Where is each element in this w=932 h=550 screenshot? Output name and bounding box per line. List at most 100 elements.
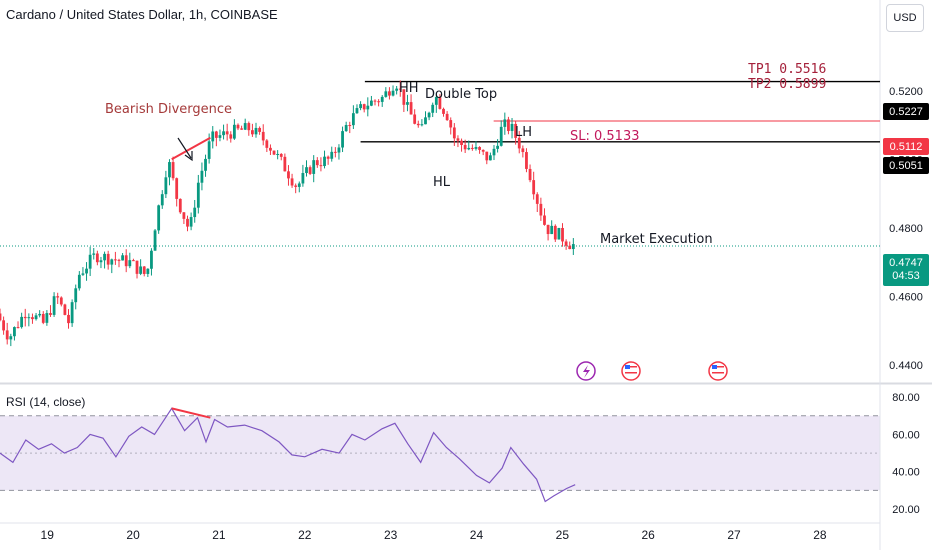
candle-body [568, 245, 572, 250]
annotation-market-execution: Market Execution [600, 232, 713, 247]
flag-stripe [712, 366, 724, 368]
chart-title: Cardano / United States Dollar, 1h, COIN… [6, 7, 278, 22]
candle-body [77, 274, 81, 289]
candle-body [406, 102, 409, 105]
us-flag-event-icon [708, 361, 728, 381]
candle-body [514, 123, 518, 138]
rsi-label: RSI (14, close) [6, 395, 86, 409]
price-tick-label: 0.5200 [889, 86, 923, 98]
candle-body [521, 148, 525, 153]
candle-body [561, 227, 564, 242]
candle-body [150, 250, 153, 269]
candle-body [290, 178, 294, 186]
currency-button[interactable]: USD [886, 4, 924, 32]
time-tick-label: 25 [556, 528, 570, 542]
candle-body [445, 113, 449, 121]
candle-body [485, 151, 489, 161]
divergence-arrow [177, 137, 192, 159]
candle-body [38, 313, 42, 316]
candle-body [142, 266, 146, 274]
candle-body [492, 148, 496, 156]
candle-body [351, 113, 355, 126]
rsi-line [0, 407, 576, 503]
candle-body [49, 313, 52, 315]
annotation-hl: HL [433, 175, 451, 190]
candle-body [315, 160, 319, 166]
candle-body [196, 182, 200, 208]
time-tick-label: 23 [384, 528, 398, 542]
candle-body [467, 147, 471, 150]
candle-body [186, 218, 189, 227]
time-tick-label: 22 [298, 528, 312, 542]
price-tick-label: 0.4600 [889, 291, 923, 303]
candle-body [243, 123, 247, 130]
candle-body [370, 100, 373, 106]
tp2-label: TP2 0.5899 [748, 77, 827, 92]
candle-body [211, 131, 215, 142]
candle-body [488, 155, 492, 161]
flag-stripe [625, 375, 637, 377]
candle-body [146, 268, 150, 274]
candle-body [193, 207, 197, 218]
flag-stripe [625, 372, 637, 374]
candle-body [168, 162, 171, 178]
candle-body [308, 167, 312, 174]
time-tick-label: 20 [126, 528, 140, 542]
candle-body [20, 316, 24, 328]
candle-body [416, 123, 420, 126]
price-tick-label: 0.4800 [889, 223, 923, 235]
candle-body [557, 227, 561, 240]
price-tick-label: 0.4400 [889, 360, 923, 372]
time-tick-label: 28 [813, 528, 827, 542]
candle-body [380, 96, 384, 102]
candle-body [2, 320, 6, 331]
time-tick-label: 27 [727, 528, 741, 542]
candle-body [117, 259, 121, 261]
candle-body [99, 260, 103, 263]
candle-body [74, 288, 78, 303]
candle-body [45, 313, 49, 323]
candle-body [85, 268, 88, 274]
candle-body [449, 120, 453, 128]
candle-body [67, 314, 70, 324]
time-tick-label: 19 [41, 528, 55, 542]
annotation-sl: SL: 0.5133 [570, 129, 640, 144]
annotation-bearish-divergence: Bearish Divergence [105, 102, 233, 117]
candle-body [178, 198, 182, 213]
candle-body [254, 127, 258, 135]
candle-body [41, 313, 45, 323]
rsi-tick-label: 20.00 [892, 504, 920, 516]
candle-body [359, 104, 362, 109]
candle-body [420, 124, 424, 126]
candle-body [499, 126, 503, 146]
candle-body [272, 150, 276, 155]
candle-body [265, 140, 269, 148]
candle-body [463, 144, 467, 150]
candle-body [287, 171, 290, 179]
candle-body [413, 114, 417, 124]
candle-body [70, 302, 74, 324]
rsi-tick-label: 80.00 [892, 392, 920, 404]
candle-body [222, 131, 225, 136]
tp1-label: TP1 0.5516 [748, 62, 827, 77]
candle-body [52, 296, 56, 315]
candle-body [481, 149, 485, 152]
stop-price-tag: 0.5112 [883, 138, 929, 155]
candle-body [279, 153, 283, 157]
candle-body [525, 152, 528, 169]
candle-body [171, 162, 175, 179]
lightning-glyph-icon [583, 365, 590, 378]
candle-body [535, 194, 539, 204]
candle-body [312, 160, 316, 174]
candle-body [103, 253, 106, 261]
candle-body [132, 260, 135, 262]
candle-body [59, 297, 63, 305]
flag-stripe [712, 372, 724, 374]
rsi-divergence-line [171, 407, 211, 419]
candle-body [427, 112, 431, 118]
candle-body [297, 183, 301, 187]
annotation-double-top: Double Top [425, 87, 498, 102]
time-tick-label: 21 [212, 528, 226, 542]
candle-body [175, 178, 179, 199]
